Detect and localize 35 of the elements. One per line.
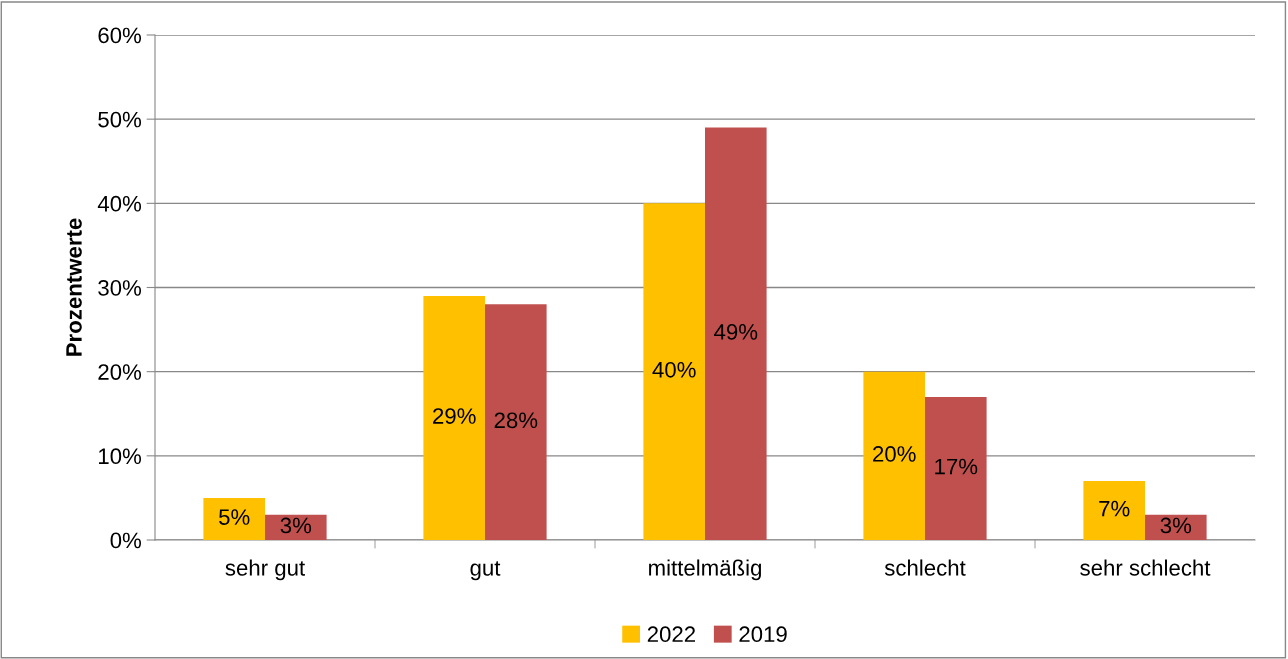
data-label: 49% bbox=[714, 324, 758, 340]
y-tick-label: 20% bbox=[98, 364, 142, 380]
bar bbox=[863, 371, 925, 540]
data-label: 5% bbox=[219, 509, 250, 525]
x-tick-label: sehr gut bbox=[225, 559, 305, 581]
data-label: 40% bbox=[652, 361, 696, 378]
bar bbox=[1145, 514, 1207, 540]
y-tick-label: 10% bbox=[99, 448, 142, 465]
data-label: 7% bbox=[1099, 500, 1130, 517]
x-tick-label: schlecht bbox=[884, 559, 966, 576]
legend-label: 2019 bbox=[739, 626, 787, 643]
x-tick-label: sehr schlecht bbox=[1080, 559, 1211, 576]
bar bbox=[203, 497, 265, 540]
data-label: 29% bbox=[433, 408, 476, 424]
bar bbox=[705, 127, 767, 540]
bar bbox=[643, 203, 705, 540]
y-tick-label: 40% bbox=[97, 195, 142, 212]
data-label: 3% bbox=[1160, 517, 1192, 534]
y-tick-label: 30% bbox=[98, 280, 142, 296]
data-label: 3% bbox=[280, 517, 312, 534]
x-tick-label: mittelmäßig bbox=[649, 559, 761, 581]
bar bbox=[485, 304, 547, 540]
x-tick-label: gut bbox=[470, 561, 501, 581]
bar bbox=[265, 514, 327, 540]
data-label: 17% bbox=[935, 458, 978, 475]
bar bbox=[423, 295, 485, 540]
bar bbox=[925, 396, 987, 540]
legend-label: 2022 bbox=[647, 626, 695, 643]
bar bbox=[1083, 481, 1145, 540]
y-tick-label: 60% bbox=[98, 27, 142, 44]
y-tick-label: 50% bbox=[98, 111, 142, 128]
y-axis-title: Prozentwerte bbox=[66, 218, 82, 356]
data-label: 28% bbox=[494, 412, 538, 429]
data-label: 20% bbox=[873, 446, 916, 462]
y-tick-label: 0% bbox=[110, 532, 142, 549]
